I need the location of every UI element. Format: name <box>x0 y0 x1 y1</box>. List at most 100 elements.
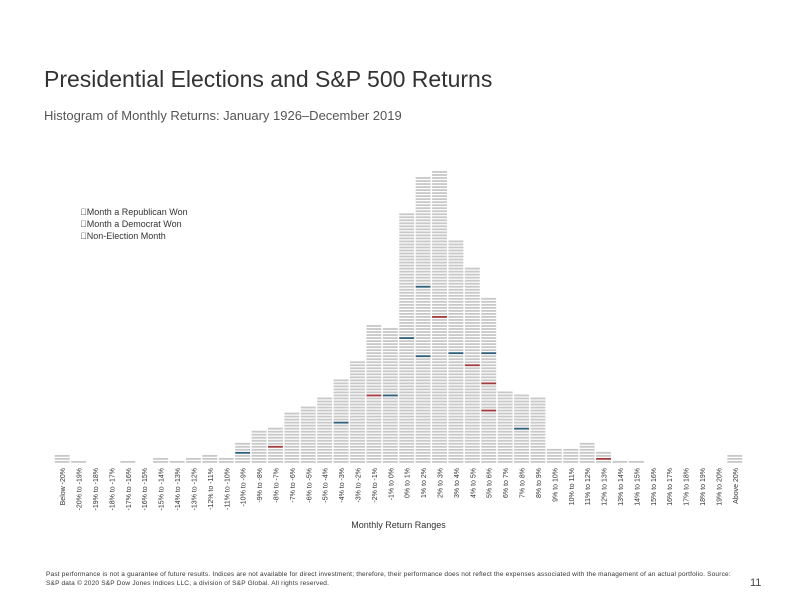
tick-label: 6% to 7% <box>503 468 510 498</box>
nonelection-month-block <box>284 448 300 451</box>
nonelection-month-block <box>415 276 431 279</box>
nonelection-month-block <box>235 457 251 460</box>
nonelection-month-block <box>464 288 480 291</box>
nonelection-month-block <box>432 240 447 243</box>
nonelection-month-block <box>464 373 480 376</box>
tick-label: 19% to 20% <box>716 468 723 506</box>
nonelection-month-block <box>464 282 480 285</box>
nonelection-month-block <box>317 418 333 421</box>
nonelection-month-block <box>382 346 398 349</box>
nonelection-month-block <box>432 373 447 376</box>
nonelection-month-block <box>333 451 349 454</box>
nonelection-month-block <box>481 306 497 309</box>
nonelection-month-block <box>514 397 529 400</box>
nonelection-month-block <box>399 249 415 252</box>
nonelection-month-block <box>415 418 431 421</box>
nonelection-month-block <box>366 340 382 342</box>
nonelection-month-block <box>481 418 497 421</box>
nonelection-month-block <box>563 451 579 454</box>
democrat-month-block <box>399 337 415 339</box>
nonelection-month-block <box>481 325 497 327</box>
bar-30 <box>546 448 562 463</box>
nonelection-month-block <box>448 340 464 342</box>
nonelection-month-block <box>399 460 415 463</box>
nonelection-month-block <box>382 343 398 346</box>
nonelection-month-block <box>284 460 300 463</box>
nonelection-month-block <box>530 454 546 457</box>
nonelection-month-block <box>317 424 333 427</box>
nonelection-month-block <box>415 243 431 246</box>
nonelection-month-block <box>415 403 431 406</box>
nonelection-month-block <box>218 460 234 463</box>
nonelection-month-block <box>169 460 185 463</box>
nonelection-month-block <box>153 457 169 460</box>
nonelection-month-block <box>366 337 382 339</box>
nonelection-month-block <box>481 439 497 442</box>
nonelection-month-block <box>481 451 497 454</box>
nonelection-month-block <box>530 412 546 415</box>
nonelection-month-block <box>530 433 546 436</box>
nonelection-month-block <box>251 439 267 442</box>
nonelection-month-block <box>530 460 546 463</box>
republican-month-block <box>432 316 447 318</box>
nonelection-month-block <box>432 228 447 231</box>
nonelection-month-block <box>448 361 464 364</box>
nonelection-month-block <box>464 300 480 303</box>
nonelection-month-block <box>432 382 447 385</box>
nonelection-month-block <box>399 370 415 373</box>
nonelection-month-block <box>333 436 349 439</box>
nonelection-month-block <box>448 328 464 330</box>
nonelection-month-block <box>382 391 398 394</box>
legend-item-democrat:  Month a Democrat Won <box>80 218 188 230</box>
nonelection-month-block <box>448 303 464 306</box>
nonelection-month-block <box>415 183 431 185</box>
nonelection-month-block <box>366 334 382 336</box>
nonelection-month-block <box>382 379 398 382</box>
nonelection-month-block <box>530 397 546 400</box>
nonelection-month-block <box>333 457 349 460</box>
nonelection-month-block <box>300 427 316 430</box>
nonelection-month-block <box>481 448 497 451</box>
nonelection-month-block <box>399 297 415 300</box>
nonelection-month-block <box>497 427 513 430</box>
nonelection-month-block <box>432 267 447 270</box>
nonelection-month-block <box>481 457 497 460</box>
nonelection-month-block <box>350 442 365 445</box>
nonelection-month-block <box>448 394 464 397</box>
nonelection-month-block <box>382 415 398 418</box>
nonelection-month-block <box>432 313 447 315</box>
nonelection-month-block <box>415 400 431 403</box>
nonelection-month-block <box>382 331 398 333</box>
tick-label: -18% to -17% <box>109 468 116 510</box>
nonelection-month-block <box>333 448 349 451</box>
tick-label: 12% to 13% <box>602 468 609 506</box>
nonelection-month-block <box>399 240 415 243</box>
nonelection-month-block <box>415 270 431 273</box>
nonelection-month-block <box>350 460 365 463</box>
bar-18 <box>350 361 365 463</box>
nonelection-month-block <box>464 457 480 460</box>
nonelection-month-block <box>415 237 431 240</box>
nonelection-month-block <box>350 406 365 409</box>
nonelection-month-block <box>399 334 415 336</box>
nonelection-month-block <box>71 460 87 463</box>
nonelection-month-block <box>432 279 447 282</box>
bar-32 <box>579 442 595 463</box>
nonelection-month-block <box>350 367 365 370</box>
bar-8 <box>185 457 201 463</box>
nonelection-month-block <box>514 424 529 427</box>
nonelection-month-block <box>448 427 464 430</box>
nonelection-month-block <box>382 436 398 439</box>
nonelection-month-block <box>464 319 480 321</box>
nonelection-month-block <box>596 460 612 463</box>
nonelection-month-block <box>432 285 447 288</box>
nonelection-month-block <box>399 454 415 457</box>
nonelection-month-block <box>448 436 464 439</box>
nonelection-month-block <box>333 442 349 445</box>
nonelection-month-block <box>432 180 447 182</box>
nonelection-month-block <box>399 397 415 400</box>
nonelection-month-block <box>432 454 447 457</box>
nonelection-month-block <box>530 451 546 454</box>
nonelection-month-block <box>432 328 447 330</box>
nonelection-month-block <box>432 415 447 418</box>
